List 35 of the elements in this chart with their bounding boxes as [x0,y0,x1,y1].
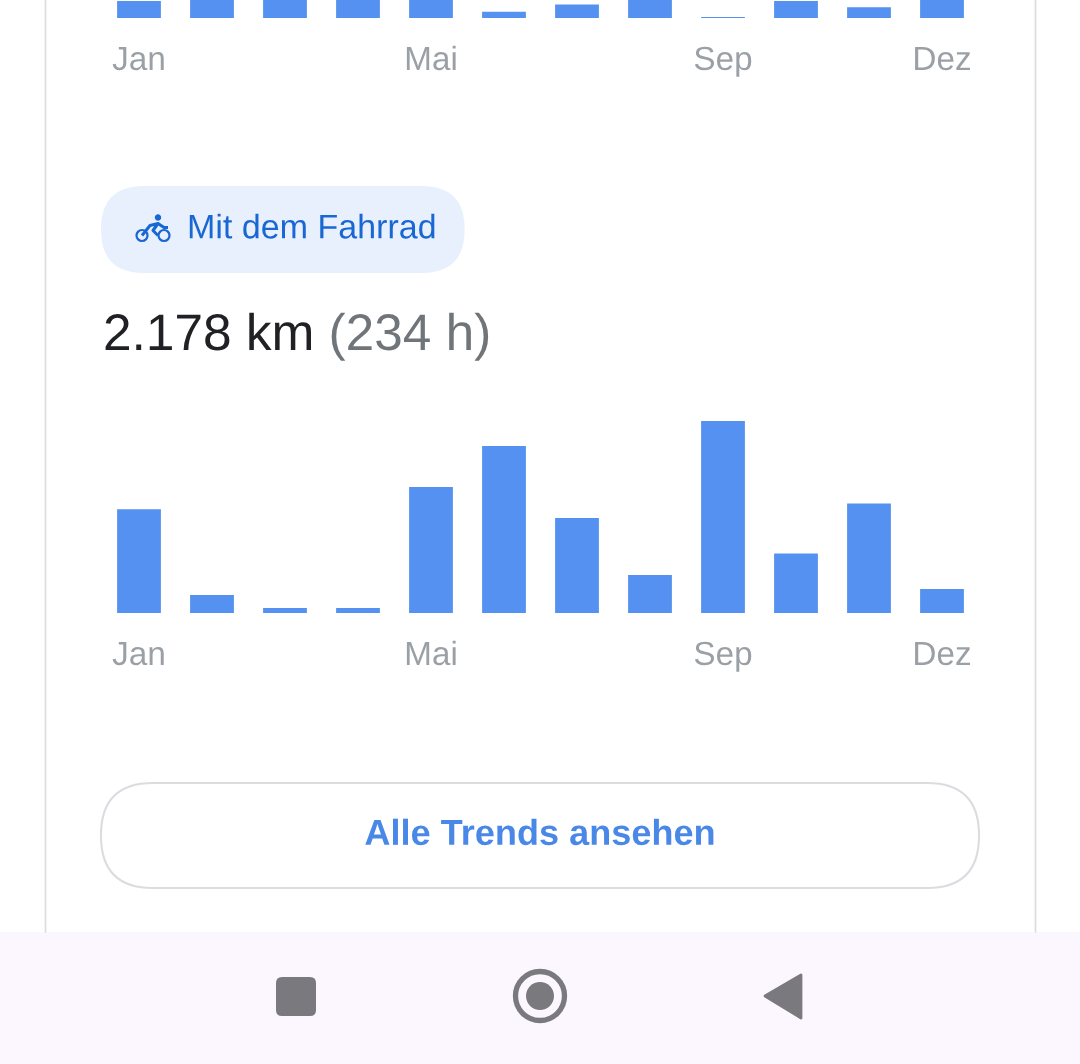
bar [920,0,964,18]
x-tick-label: Sep [694,641,752,672]
bar [628,0,672,18]
x-tick-label: Dez [915,47,970,71]
x-tick-label: Mai [406,45,456,71]
bar [409,487,453,613]
bar [701,421,745,613]
bar [628,574,672,613]
bar [774,0,818,18]
bar [774,553,818,613]
bar [847,503,891,613]
chart-title: Mit dem Fahrrad [189,213,435,239]
bar [190,0,234,18]
x-tick-label: Mai [406,640,456,666]
x-tick-label: Jan [112,642,164,666]
x-tick-label: Dez [915,642,970,666]
bar [117,509,161,613]
bar [847,7,891,18]
bar [336,0,380,18]
bar [920,589,964,613]
bar [336,608,380,613]
bar [190,594,234,613]
bar [482,11,526,18]
bar [263,608,307,613]
bar [263,0,307,18]
chart-subtitle: 2.178 km [105,312,311,351]
text: Alle Trends ansehen [365,818,714,846]
bar [482,445,526,613]
bar [555,517,599,613]
x-tick-label: Jan [112,47,164,71]
bar [409,0,453,18]
bar [117,0,161,18]
bar [555,4,599,18]
x-tick-label: Sep [694,46,752,77]
text: (234 h) [331,312,489,361]
